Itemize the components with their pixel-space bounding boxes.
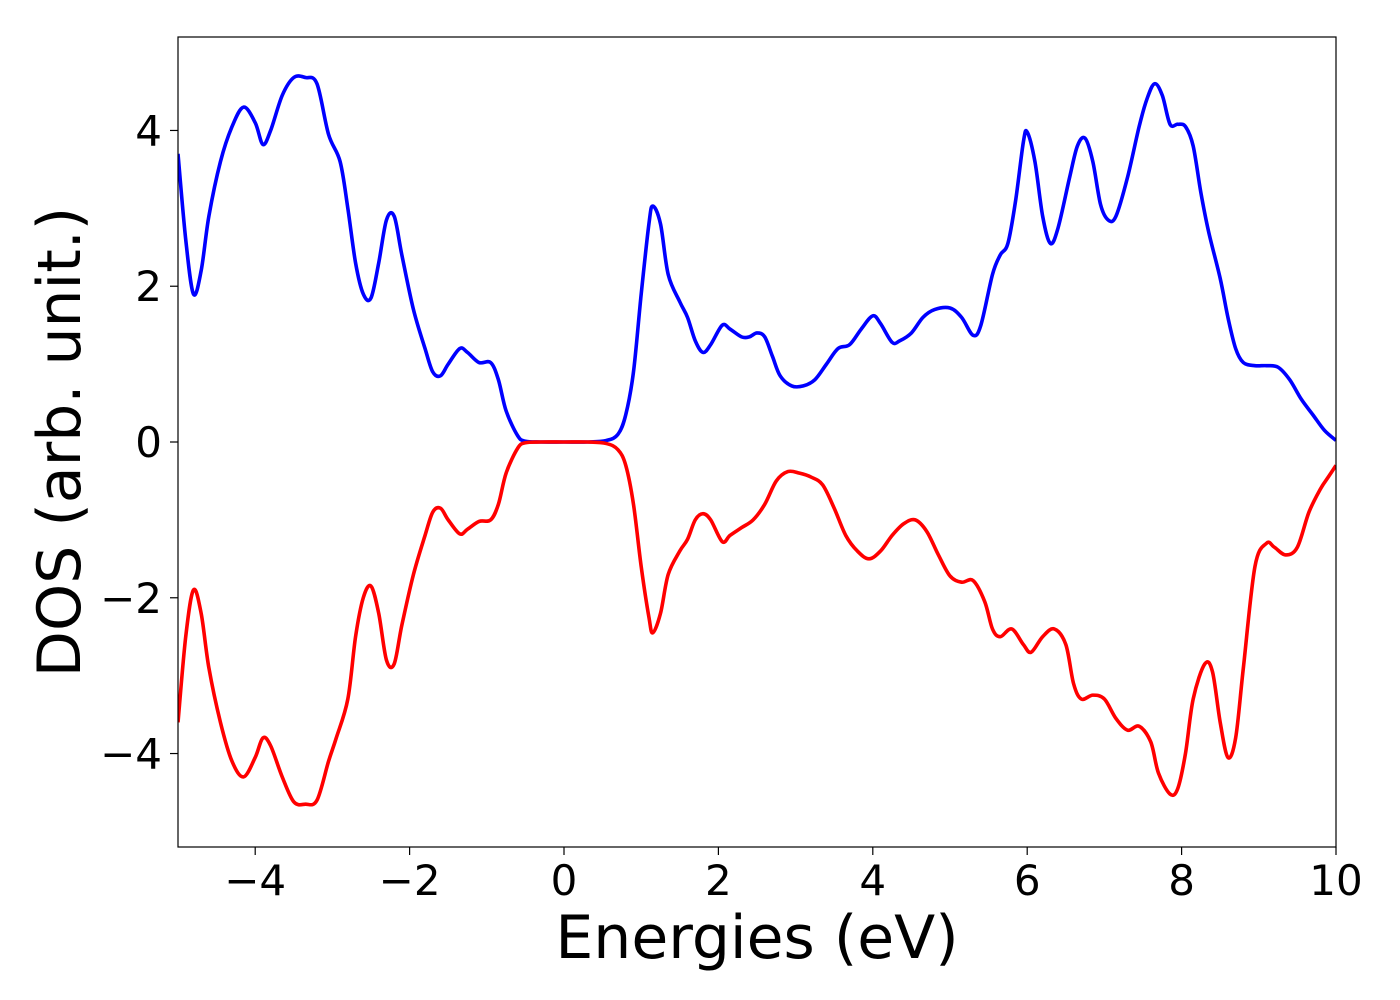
y-axis-ticks: −4 −2 0 2 4 bbox=[100, 106, 178, 779]
y-tick-label: 0 bbox=[135, 418, 162, 467]
x-tick-label: 4 bbox=[859, 856, 886, 905]
plot-lines bbox=[178, 74, 1336, 807]
x-tick-label: −2 bbox=[379, 856, 441, 905]
x-tick-label: 10 bbox=[1309, 856, 1362, 905]
x-tick-label: −4 bbox=[224, 856, 286, 905]
x-axis-ticks: −4 −2 0 2 4 6 8 10 bbox=[224, 847, 1363, 905]
series-line-2 bbox=[178, 440, 1336, 807]
y-tick-label: 2 bbox=[135, 262, 162, 311]
plot-frame bbox=[177, 36, 1337, 848]
x-tick-label: 2 bbox=[705, 856, 732, 905]
series-line-1 bbox=[178, 74, 1336, 444]
x-tick-label: 8 bbox=[1168, 856, 1195, 905]
x-tick-label: 0 bbox=[551, 856, 578, 905]
x-axis-label: Energies (eV) bbox=[555, 903, 958, 973]
x-tick-label: 6 bbox=[1014, 856, 1041, 905]
y-tick-label: −2 bbox=[100, 574, 162, 623]
y-tick-label: 4 bbox=[135, 106, 162, 155]
y-axis-label: DOS (arb. unit.) bbox=[25, 207, 95, 677]
y-tick-label: −4 bbox=[100, 730, 162, 779]
